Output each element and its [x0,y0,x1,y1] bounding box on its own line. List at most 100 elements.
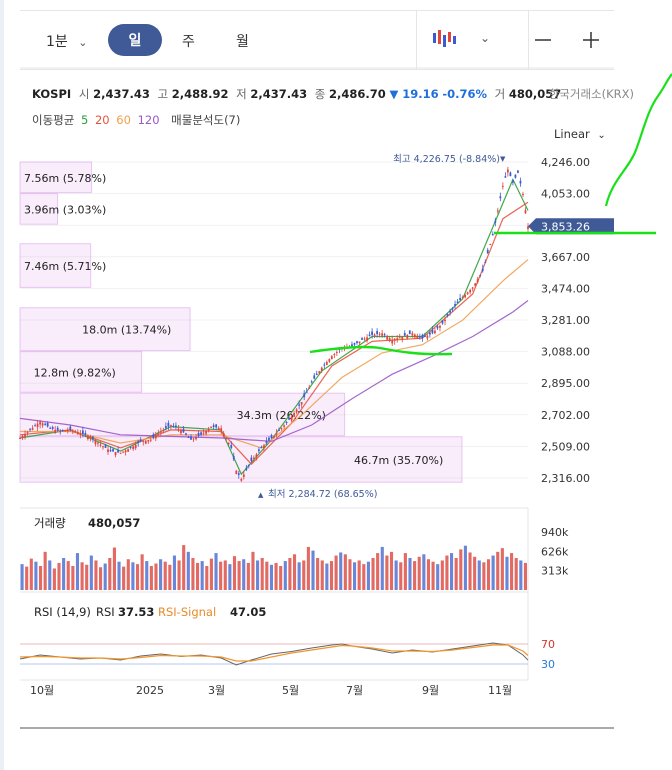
candle-body [247,464,250,466]
volume-bar [265,561,269,590]
volume-bar [232,556,237,590]
volume-tick-label: 940k [541,526,569,539]
timeframe-minute-button[interactable]: 1분 ⌄ [46,31,87,51]
ma-legend[interactable]: 이동평균 5 20 60 120 매물분석도(7) [32,112,240,128]
candle-body [21,436,24,438]
volume-bar [371,558,375,590]
candle-body [167,422,170,427]
candle-body [280,428,283,430]
zoom-in-icon[interactable] [581,30,601,50]
candle-body [147,440,150,442]
volume-bar [288,558,292,590]
candle-body [195,437,197,440]
volume-bar [422,554,426,590]
candle-body [496,210,499,212]
candle-body [464,294,467,298]
candle-body [363,338,366,340]
candle-body [71,430,74,432]
volume-bar [274,562,278,590]
candle-body [180,429,182,434]
volume-bar [209,558,213,590]
volume-profile-label: 46.7m (35.70%) [354,454,443,467]
candle-body [197,432,200,437]
volume-bar [491,555,495,590]
candle-body [230,445,233,448]
timeframe-day-tab[interactable]: 일 [108,24,162,56]
zoom-out-icon[interactable] [533,30,553,50]
volume-bar [260,558,264,590]
candle-body [270,435,273,439]
candle-body [124,450,127,453]
candle-body [303,393,306,398]
candle-body [19,438,21,440]
candle-body [112,449,114,452]
current-price-badge [528,218,614,235]
volume-bar [20,564,24,590]
volume-bar [135,564,140,590]
high-marker-arrow: ▼ [500,155,506,163]
candle-body [212,425,215,427]
volume-bar [43,551,47,590]
volume-bar [473,556,477,590]
candle-body [514,174,517,178]
volume-bar [376,553,380,590]
candle-body [426,335,429,339]
price-tick-label: 3,088.00 [541,346,590,359]
candle-body [142,440,145,442]
scale-selector[interactable]: Linear ⌄ [554,127,606,141]
candle-body [210,426,213,428]
volume-bar [279,566,283,590]
x-axis-label: 9월 [422,684,439,697]
low-marker-arrow: ▲ [258,491,264,499]
candle-body [295,409,298,413]
volume-bar [362,564,366,590]
volume-bar [454,558,458,590]
candle-body [185,433,187,435]
price-tick-label: 3,667.00 [541,251,590,264]
volume-bar [500,548,504,590]
volume-bar [463,545,467,590]
volume-bar [445,555,449,590]
candle-body [393,338,396,341]
volume-bar [510,553,514,590]
volume-bar [329,561,334,590]
volume-bar [297,562,301,590]
timeframe-week-tab[interactable]: 주 [182,34,195,50]
candlestick-icon[interactable] [432,27,458,51]
candle-body [29,428,31,430]
price-tick-label: 3,474.00 [541,282,590,295]
volume-bar [182,545,186,590]
ma-legend-label: 이동평균 [32,113,75,127]
chart-type-chevron-icon[interactable]: ⌄ [480,31,491,45]
candle-body [34,425,36,427]
change-percent: -0.76% [442,87,488,101]
candle-body [177,428,180,430]
rsi-signal-line [19,644,529,662]
rsi-tick-70: 70 [541,638,555,651]
candle-body [215,424,218,428]
volume-bar [223,560,227,590]
candle-body [416,335,419,339]
open-label: 시 [78,87,90,101]
volume-bar [108,558,112,590]
candle-body [315,373,318,376]
volume-bar [417,556,421,590]
volume-bar [126,559,130,590]
price-tick-label: 3,281.00 [541,314,590,327]
candle-body [285,421,288,423]
candle-body [273,435,275,438]
candle-body [252,457,255,459]
timeframe-month-tab[interactable]: 월 [236,34,249,50]
volume-bars [20,545,527,590]
volume-bar [163,561,167,590]
volume-profile-label: 18.0m (13.74%) [82,324,171,337]
volume-label: 거 [494,87,506,101]
candle-body [245,467,248,470]
candle-body [408,330,411,335]
candle-body [109,449,112,452]
candle-body [300,402,303,405]
volume-title: 거래량 [34,516,66,530]
candle-body [471,287,474,289]
candle-body [401,336,404,340]
